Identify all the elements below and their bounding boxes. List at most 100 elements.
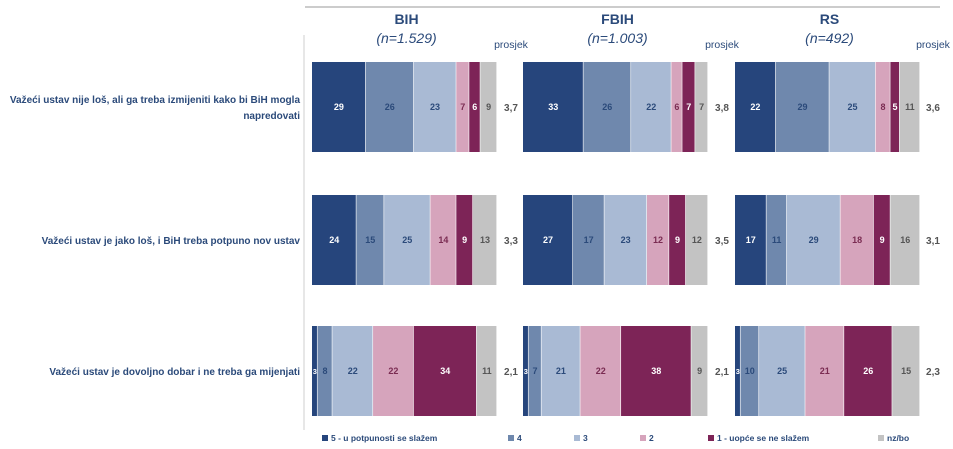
bar-segment — [671, 62, 682, 152]
legend-swatch — [574, 435, 580, 441]
bar-value-label: 3 — [736, 367, 740, 376]
bar-value-label: 11 — [772, 235, 782, 245]
mean-header: prosjek — [705, 39, 740, 51]
bar-value-label: 22 — [646, 102, 656, 112]
bar-value-label: 14 — [438, 235, 448, 245]
bar-segment — [740, 326, 759, 416]
mean-value: 3,6 — [926, 103, 940, 114]
legend-label: nz/bo — [887, 433, 909, 443]
panel-title: FBIH — [601, 11, 634, 27]
panel-headers: BIH (n=1.529) prosjek FBIH (n=1.003) prosjek R… — [376, 11, 950, 51]
legend: 5 - u potpunosti se slažem 4 3 2 1 - uopće s… — [322, 433, 909, 443]
bar-segment — [384, 195, 430, 285]
bar-value-label: 33 — [548, 102, 558, 112]
bar-value-label: 23 — [430, 102, 440, 112]
legend-swatch — [640, 435, 646, 441]
bar-segment — [523, 195, 573, 285]
panel-sample-size: (n=492) — [805, 30, 854, 46]
bar-segment — [456, 62, 469, 152]
mean-value: 3,8 — [715, 103, 729, 114]
bar-value-label: 10 — [745, 366, 755, 376]
mean-header: prosjek — [916, 39, 951, 51]
bar-segment — [413, 326, 477, 416]
bar-value-label: 22 — [388, 366, 398, 376]
bar-value-label: 7 — [699, 102, 704, 112]
bar-value-label: 29 — [809, 235, 819, 245]
mean-value: 3,5 — [715, 236, 729, 247]
mean-value: 2,1 — [504, 367, 518, 378]
bar-value-label: 29 — [334, 102, 344, 112]
bar-segment — [735, 195, 766, 285]
bar-value-label: 27 — [543, 235, 553, 245]
bar-segment — [312, 62, 366, 152]
mean-value: 3,7 — [504, 103, 518, 114]
mean-header: prosjek — [494, 39, 529, 51]
bar-value-label: 9 — [880, 235, 885, 245]
legend-swatch — [878, 435, 884, 441]
bar-segment — [312, 326, 317, 416]
bar-segment — [775, 62, 829, 152]
bar-segment — [373, 326, 414, 416]
bar-segment — [356, 195, 384, 285]
bar-segment — [621, 326, 691, 416]
bar-value-label: 9 — [697, 366, 702, 376]
legend-swatch — [708, 435, 714, 441]
bar-value-label: 26 — [385, 102, 395, 112]
bar-segment — [523, 326, 528, 416]
bar-segment — [604, 195, 647, 285]
bar-segment — [735, 326, 740, 416]
bar-segment — [766, 195, 787, 285]
mean-value: 3,3 — [504, 236, 518, 247]
bar-value-label: 26 — [863, 366, 873, 376]
bar-value-label: 38 — [651, 366, 661, 376]
bar-value-label: 16 — [900, 235, 910, 245]
bar-value-label: 22 — [348, 366, 358, 376]
bar-value-label: 34 — [440, 366, 450, 376]
bar-segment — [890, 195, 920, 285]
bar-value-label: 21 — [556, 366, 566, 376]
legend-label: 5 - u potpunosti se slažem — [331, 433, 438, 443]
bar-segment — [682, 62, 695, 152]
bar-value-label: 17 — [584, 235, 594, 245]
category-label: Važeći ustav je dovoljno dobar i ne treb… — [49, 367, 300, 378]
bar-value-label: 3 — [524, 367, 528, 376]
bar-value-label: 26 — [602, 102, 612, 112]
category-label: Važeći ustav nije loš, ali ga treba izmi… — [10, 95, 301, 106]
bar-value-label: 17 — [746, 235, 756, 245]
bar-segment — [873, 195, 890, 285]
bar-segment — [892, 326, 920, 416]
panel-sample-size: (n=1.529) — [376, 30, 436, 46]
bar-segment — [646, 195, 669, 285]
bar-value-label: 6 — [674, 102, 679, 112]
bar-segment — [695, 62, 708, 152]
bar-value-label: 21 — [820, 366, 830, 376]
bar-segment — [685, 195, 708, 285]
bar-value-label: 25 — [847, 102, 857, 112]
bar-value-label: 24 — [329, 235, 339, 245]
category-label: napredovati — [243, 111, 300, 122]
bar-value-label: 3 — [313, 367, 317, 376]
panel-title: BIH — [394, 11, 418, 27]
bar-value-label: 25 — [402, 235, 412, 245]
bar-value-label: 9 — [486, 102, 491, 112]
bar-segment — [523, 62, 583, 152]
panel-sample-size: (n=1.003) — [587, 30, 647, 46]
bar-value-label: 9 — [675, 235, 680, 245]
bar-value-label: 7 — [686, 102, 691, 112]
bar-value-label: 12 — [653, 235, 663, 245]
bar-segment — [312, 195, 356, 285]
category-labels: Važeći ustav nije loš, ali ga treba izmi… — [10, 95, 301, 378]
bar-value-label: 8 — [880, 102, 885, 112]
bar-segment — [829, 62, 875, 152]
bar-value-label: 11 — [482, 366, 492, 376]
bar-segment — [759, 326, 805, 416]
bar-segment — [365, 62, 414, 152]
bar-value-label: 18 — [852, 235, 862, 245]
bars: 29 26 23 7 6 9 3,7 33 26 22 6 7 7 3,8 22 29 25 8 5 11 3,624 1… — [312, 62, 940, 416]
bar-segment — [469, 62, 480, 152]
bar-value-label: 22 — [750, 102, 760, 112]
bar-segment — [472, 195, 497, 285]
bar-segment — [541, 326, 580, 416]
panel-title: RS — [820, 11, 839, 27]
